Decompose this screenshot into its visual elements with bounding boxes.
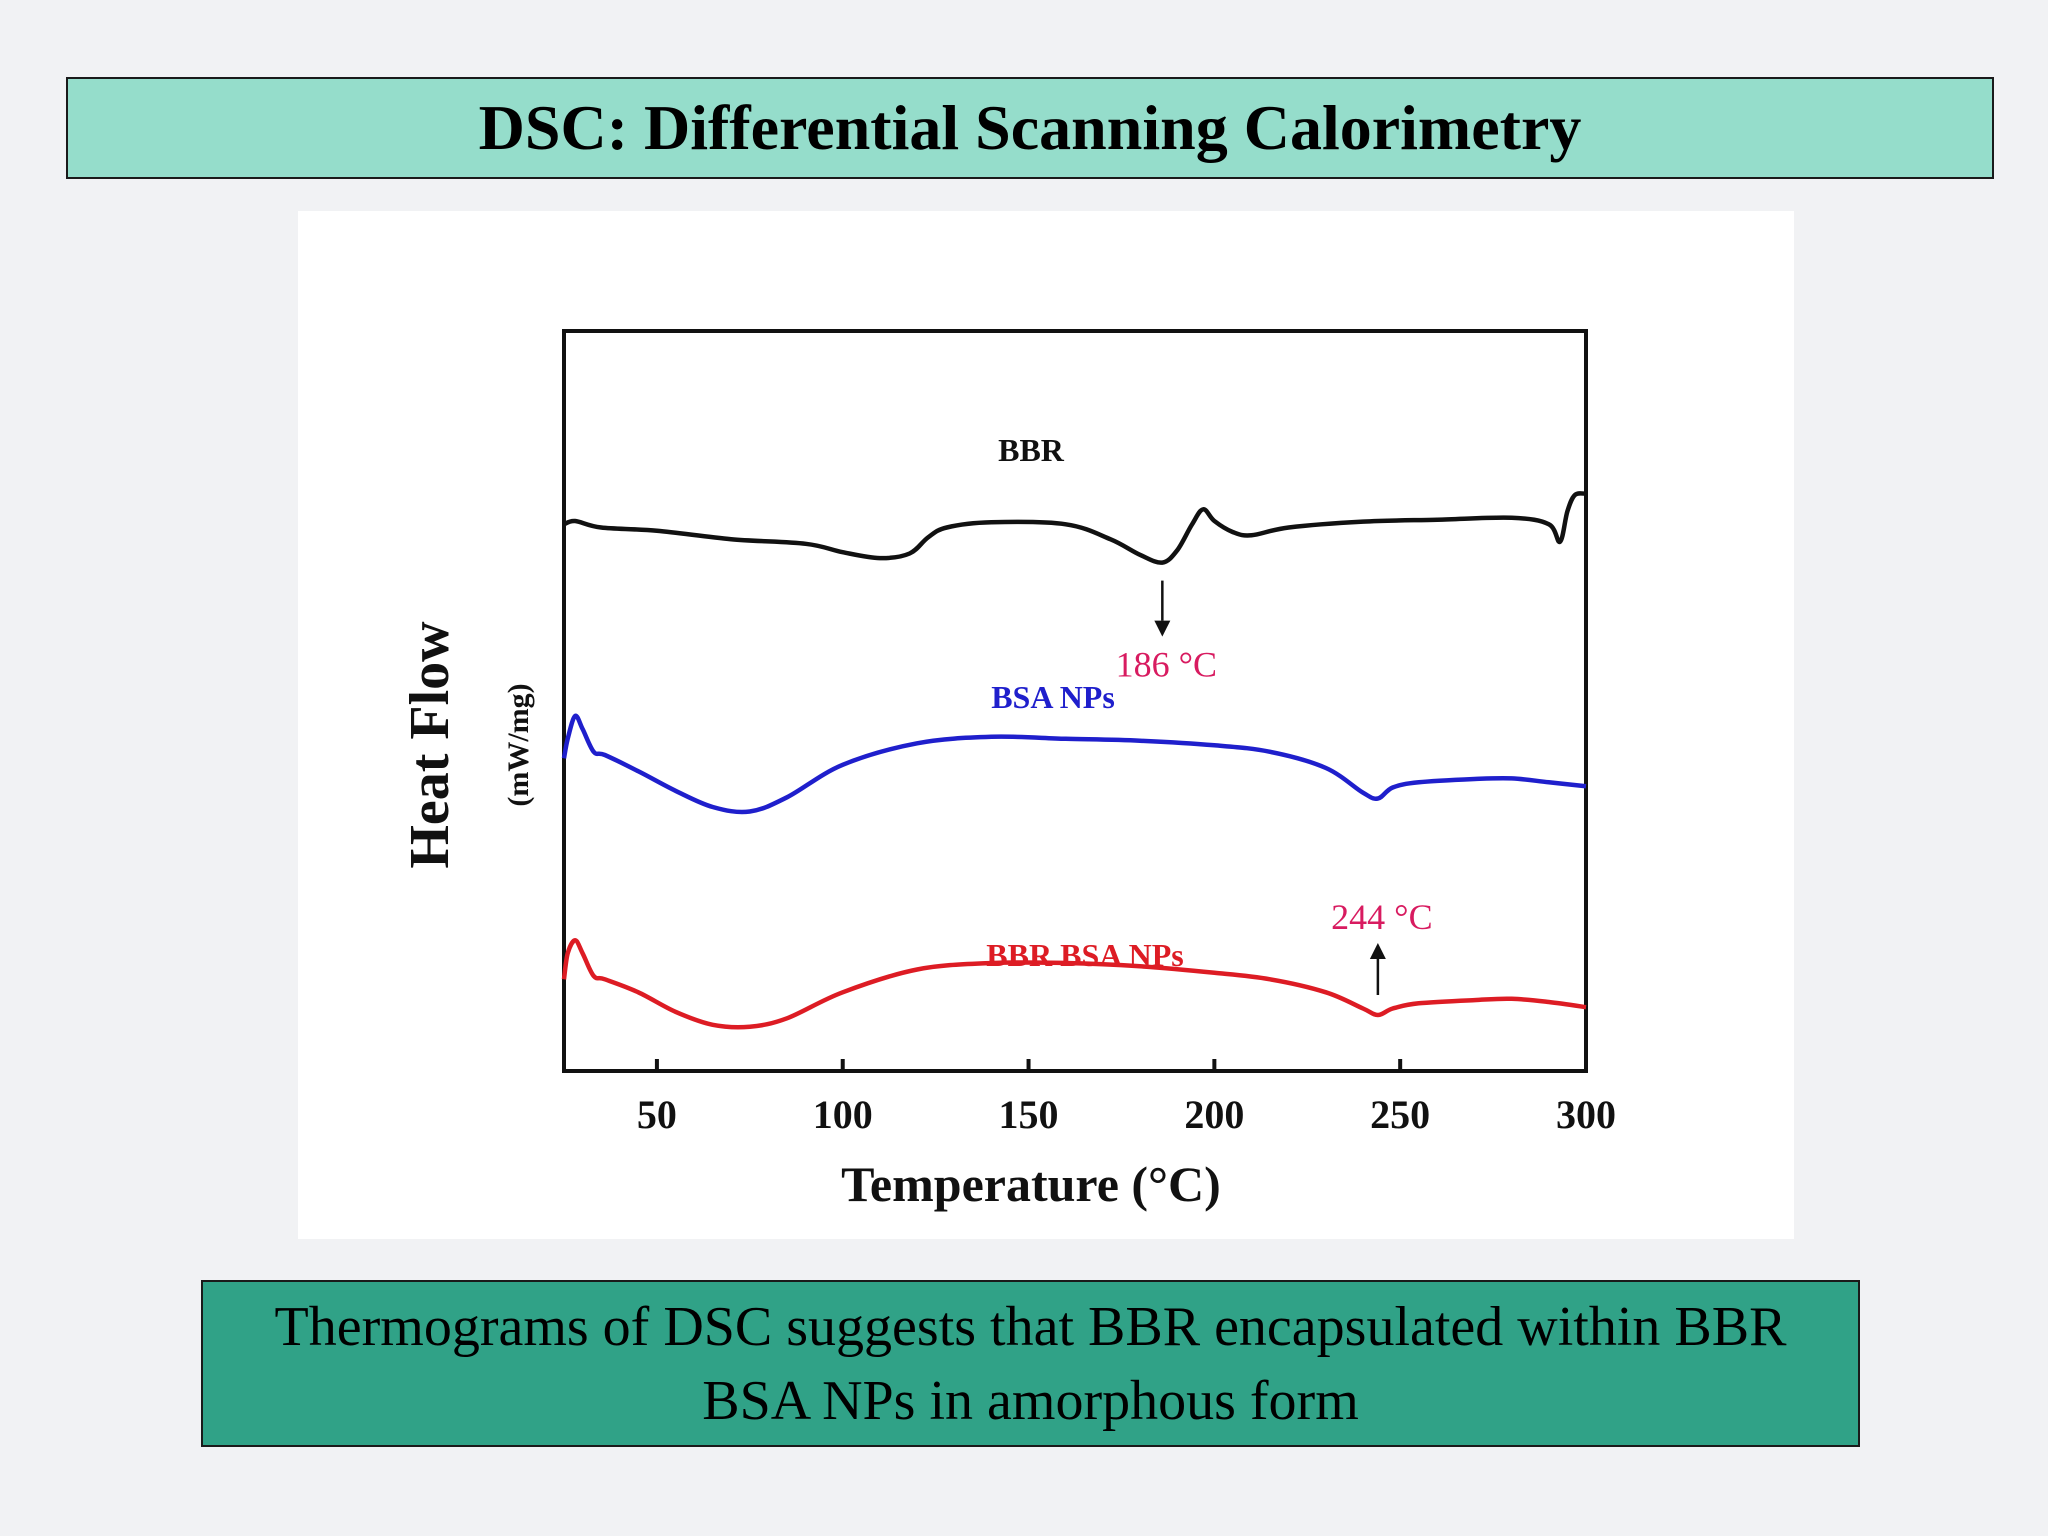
y-axis-title: Heat Flow	[399, 621, 461, 869]
title-banner: DSC: Differential Scanning Calorimetry	[66, 77, 1994, 179]
caption-banner: Thermograms of DSC suggests that BBR enc…	[201, 1280, 1860, 1447]
dsc-figure: 50 100 150 200 250 300 186 °C 244 °C BBR BSA N…	[298, 211, 1794, 1239]
x-tick-label-50: 50	[637, 1092, 677, 1137]
series-line-bbr-bsa-nps	[561, 938, 1587, 1030]
x-tick-label-250: 250	[1370, 1092, 1430, 1137]
annotation-arrowhead-244	[1369, 943, 1386, 959]
plot-frame	[562, 329, 1588, 1073]
x-tick-label-100: 100	[813, 1092, 873, 1137]
x-axis-title: Temperature (°C)	[841, 1156, 1221, 1212]
slide-caption: Thermograms of DSC suggests that BBR enc…	[274, 1295, 1787, 1432]
annotation-layer: 186 °C 244 °C	[1116, 580, 1433, 995]
x-tick-label-200: 200	[1184, 1092, 1244, 1137]
x-tick-label-150: 150	[999, 1092, 1059, 1137]
series-label-bbr-bsa-nps: BBR BSA NPs	[986, 937, 1183, 973]
annotation-label-186: 186 °C	[1116, 645, 1217, 685]
series-line-bsa-nps	[561, 713, 1587, 815]
annotation-arrowhead-186	[1154, 620, 1171, 637]
series-label-bbr: BBR	[998, 432, 1065, 468]
dsc-thermogram-chart: 50 100 150 200 250 300 186 °C 244 °C BBR BSA N…	[399, 329, 1616, 1212]
series-line-bbr	[563, 491, 1587, 565]
annotation-label-244: 244 °C	[1331, 897, 1432, 937]
y-axis-unit: (mW/mg)	[502, 683, 535, 806]
series-layer	[561, 491, 1587, 1030]
x-axis: 50 100 150 200 250 300	[637, 1059, 1616, 1137]
x-tick-label-300: 300	[1556, 1092, 1616, 1137]
slide-title: DSC: Differential Scanning Calorimetry	[478, 92, 1582, 163]
series-label-bsa-nps: BSA NPs	[991, 679, 1115, 715]
